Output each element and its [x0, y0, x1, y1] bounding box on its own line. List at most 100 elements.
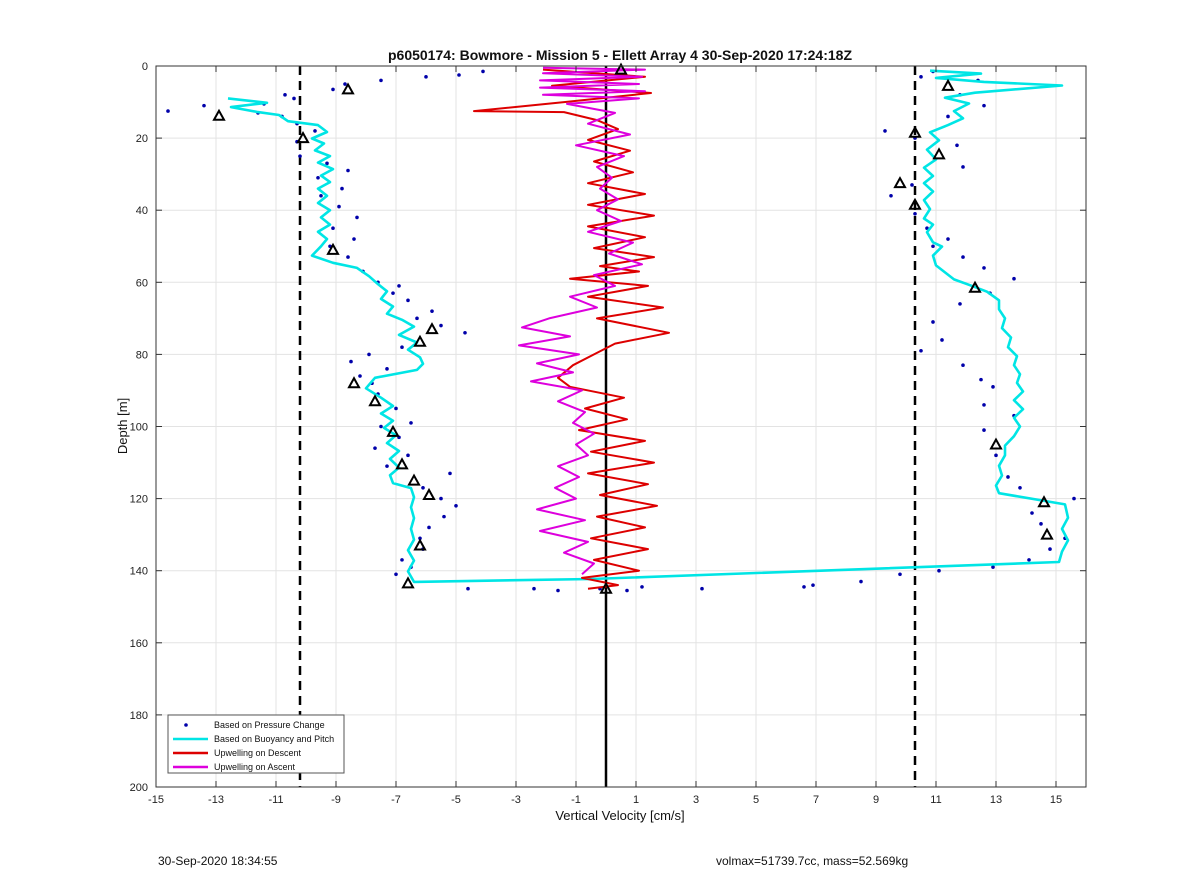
- pressure-change-point: [379, 424, 383, 429]
- pressure-change-point: [982, 103, 986, 108]
- pressure-change-point: [961, 363, 965, 368]
- pressure-change-point: [466, 586, 470, 591]
- pressure-change-point: [298, 154, 302, 158]
- x-tick-label: -9: [331, 794, 341, 806]
- pressure-change-point: [385, 464, 389, 468]
- pressure-change-point: [394, 572, 398, 577]
- pressure-change-point: [439, 323, 443, 328]
- pressure-change-point: [991, 385, 995, 389]
- pressure-change-point: [418, 536, 422, 541]
- plot-frame: [155, 65, 1087, 788]
- gridlines: [155, 65, 1086, 788]
- pressure-change-point: [283, 93, 287, 97]
- triangle-marker: [413, 538, 427, 551]
- triangle-marker: [347, 376, 361, 389]
- chart-title: p6050174: Bowmore - Mission 5 - Ellett A…: [388, 47, 852, 63]
- pressure-change-point: [982, 403, 986, 407]
- triangle-marker: [1040, 527, 1054, 540]
- triangle-marker: [368, 394, 382, 407]
- triangle-marker: [401, 576, 415, 589]
- pressure-change-point: [1018, 485, 1022, 490]
- x-tick-label: -15: [148, 794, 164, 806]
- y-tick-label: 160: [130, 638, 148, 650]
- pressure-change-point: [958, 302, 962, 306]
- triangle-marker: [296, 131, 310, 144]
- x-tick-label: 15: [1050, 794, 1062, 806]
- pressure-change-point: [316, 175, 320, 180]
- y-tick-label: 100: [130, 422, 148, 434]
- pressure-change-point: [1039, 522, 1043, 526]
- pressure-change-point: [910, 183, 914, 187]
- x-tick-label: 13: [990, 794, 1002, 806]
- triangle-marker: [1037, 495, 1051, 508]
- pressure-change-point: [859, 579, 863, 584]
- y-tick-label: 0: [142, 61, 148, 73]
- pressure-change-point: [448, 471, 452, 476]
- x-tick-label: -5: [451, 794, 461, 806]
- y-tick-label: 60: [136, 277, 148, 289]
- triangle-marker: [908, 125, 922, 138]
- x-tick-label: -1: [571, 794, 581, 806]
- x-tick-label: 9: [873, 794, 879, 806]
- triangle-marker: [599, 581, 613, 594]
- y-tick-label: 80: [136, 349, 148, 361]
- triangle-marker: [908, 197, 922, 210]
- triangle-marker: [422, 487, 436, 500]
- pressure-change-point: [391, 291, 395, 295]
- x-tick-label: 11: [930, 794, 941, 806]
- y-tick-label: 120: [130, 494, 148, 506]
- pressure-change-point: [946, 237, 950, 241]
- triangle-marker: [326, 242, 340, 255]
- pressure-change-point: [625, 588, 629, 593]
- pressure-change-point: [919, 75, 923, 79]
- pressure-change-point: [931, 244, 935, 249]
- pressure-change-point: [802, 585, 806, 589]
- pressure-change-point: [355, 215, 359, 220]
- pressure-change-point: [373, 446, 377, 450]
- upwelling-on-ascentline: [518, 66, 646, 576]
- legend-label: Based on Buoyancy and Pitch: [214, 734, 334, 744]
- legend-label: Upwelling on Ascent: [214, 762, 296, 772]
- pressure-change-point: [556, 588, 560, 593]
- pressure-change-point: [394, 406, 398, 411]
- pressure-change-point: [349, 359, 353, 364]
- legend-swatch: [184, 723, 188, 727]
- pressure-change-point: [940, 338, 944, 342]
- triangle-marker: [413, 334, 427, 347]
- triangle-marker: [341, 82, 355, 95]
- pressure-change-point: [1006, 475, 1010, 479]
- pressure-change-point: [982, 266, 986, 270]
- pressure-change-point: [811, 583, 815, 587]
- upwelling-on-descentline: [473, 68, 670, 590]
- y-axis-label: Depth [m]: [115, 398, 130, 454]
- pressure-change-point: [982, 428, 986, 432]
- pressure-change-point: [385, 367, 389, 371]
- pressure-change-point: [400, 345, 404, 349]
- triangle-marker: [212, 108, 226, 121]
- x-tick-label: -11: [268, 794, 283, 806]
- triangle-marker: [989, 437, 1003, 450]
- pressure-change-point: [400, 558, 404, 562]
- pressure-change-point: [346, 168, 350, 173]
- pressure-change-point: [919, 348, 923, 353]
- triangle-marker: [968, 280, 982, 293]
- legend-label: Upwelling on Descent: [214, 748, 302, 758]
- pressure-change-point: [457, 73, 461, 77]
- pressure-change-point: [883, 129, 887, 133]
- pressure-change-point: [700, 586, 704, 591]
- pressure-change-point: [319, 193, 323, 198]
- axes: -15 -13 -11 -9 -7 -5 -3 -1 1 3 5 7 9 11 13 150204060801…: [130, 61, 1087, 806]
- triangle-marker: [893, 176, 907, 189]
- pressure-change-point: [331, 87, 335, 92]
- pressure-change-point: [421, 485, 425, 490]
- pressure-change-point: [343, 82, 347, 86]
- x-tick-label: 5: [753, 794, 759, 806]
- pressure-change-point: [937, 568, 941, 573]
- pressure-change-point: [346, 255, 350, 259]
- pressure-change-point: [640, 585, 644, 589]
- triangle-marker: [614, 62, 628, 75]
- pressure-change-point: [991, 565, 995, 569]
- pressure-change-point: [337, 204, 341, 209]
- pressure-change-point: [454, 504, 458, 508]
